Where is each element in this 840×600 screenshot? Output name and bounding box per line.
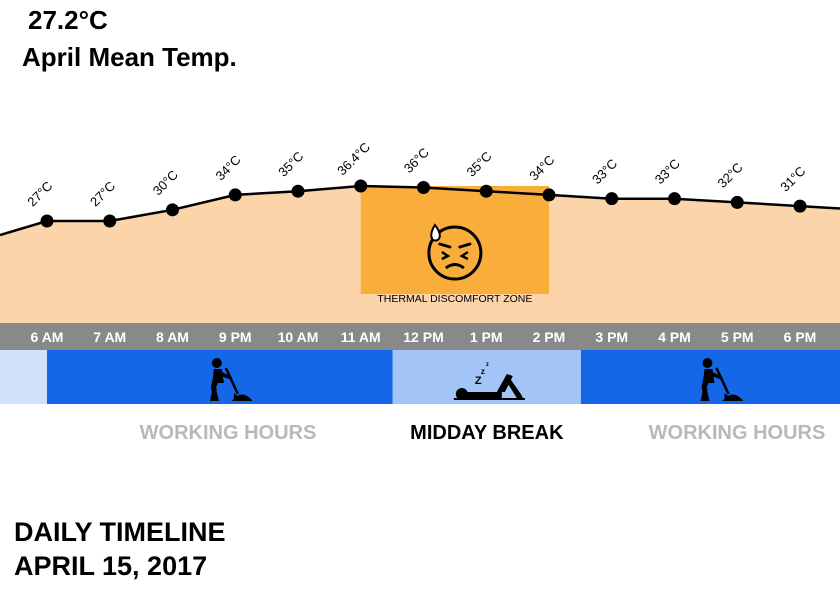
data-label: 34°C [212, 152, 243, 183]
hour-tick-label: 11 AM [341, 329, 381, 345]
discomfort-zone-layer: THERMAL DISCOMFORT ZONE [360, 186, 549, 305]
data-point [40, 214, 54, 228]
data-point [605, 192, 619, 206]
hour-axis-bar: 6 AM 7 AM 8 AM 9 PM 10 AM 11 AM 12 PM 1 PM 2 PM 3… [0, 323, 840, 350]
data-point [103, 214, 117, 228]
hour-tick-label: 4 PM [658, 329, 691, 345]
pre-work-segment [0, 350, 47, 404]
working-hours-label: WORKING HOURS [648, 422, 826, 444]
data-point [542, 188, 556, 202]
data-point [793, 199, 807, 213]
svg-text:Z: Z [475, 375, 482, 387]
data-point [166, 203, 179, 217]
data-label: 33°C [652, 156, 683, 187]
temperature-points-layer [40, 179, 807, 228]
working-hours-label: WORKING HOURS [139, 422, 317, 444]
hour-tick-label: 5 PM [721, 329, 754, 345]
hot-sweating-face-icon [427, 223, 483, 281]
data-label: 27°C [87, 178, 118, 209]
footer-date: APRIL 15, 2017 [14, 551, 208, 581]
hour-tick-label: 6 AM [31, 329, 64, 345]
data-label: 30°C [150, 167, 181, 198]
data-label: 35°C [275, 148, 306, 179]
hour-tick-label: 10 AM [278, 329, 319, 345]
data-label: 36°C [401, 145, 432, 176]
midday-break-label: MIDDAY BREAK [410, 422, 564, 444]
hour-tick-label: 7 AM [93, 329, 126, 345]
data-label: 33°C [589, 156, 620, 187]
data-point [730, 195, 744, 209]
data-point [417, 180, 430, 194]
worker-digging-icon [700, 358, 744, 401]
hour-tick-label: 12 PM [403, 329, 443, 345]
footer-title: DAILY TIMELINE [14, 517, 226, 547]
data-label: 32°C [714, 160, 745, 191]
data-point [354, 179, 368, 193]
data-point [228, 188, 242, 202]
data-label: 36.4°C [334, 139, 373, 178]
data-label: 27°C [24, 178, 55, 209]
mean-temperature-label: April Mean Temp. [22, 42, 237, 72]
hour-tick-label: 1 PM [470, 329, 503, 345]
data-point [668, 192, 681, 206]
hour-tick-label: 8 AM [156, 329, 189, 345]
hour-tick-label: 6 PM [784, 329, 817, 345]
hour-tick-label: 9 PM [219, 329, 252, 345]
worker-digging-icon [209, 358, 253, 401]
svg-text:z: z [481, 367, 485, 376]
hour-bar-background [0, 323, 840, 350]
schedule-bar: Zzz [0, 350, 840, 404]
mean-temperature-value: 27.2°C [28, 5, 108, 35]
svg-text:z: z [486, 362, 489, 368]
data-label: 35°C [463, 148, 494, 179]
data-point [479, 184, 493, 198]
discomfort-zone [360, 186, 549, 294]
sleeping-person-icon: Zzz [453, 362, 525, 400]
discomfort-zone-label: THERMAL DISCOMFORT ZONE [377, 293, 532, 305]
data-point [291, 184, 305, 198]
data-label: 31°C [777, 163, 808, 194]
hour-tick-label: 2 PM [533, 329, 566, 345]
data-label: 34°C [526, 152, 557, 183]
hour-tick-label: 3 PM [595, 329, 628, 345]
